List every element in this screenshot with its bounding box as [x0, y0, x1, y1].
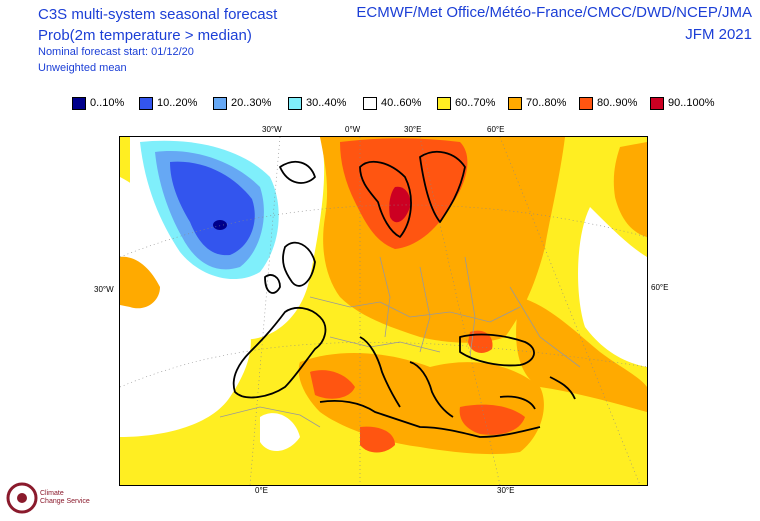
field-darkblue — [213, 220, 227, 230]
legend-label: 60..70% — [455, 97, 496, 109]
legend-swatch — [288, 97, 302, 110]
legend-swatch — [650, 97, 664, 110]
legend-label: 90..100% — [668, 97, 715, 109]
legend-swatch — [139, 97, 153, 110]
legend-swatch — [508, 97, 522, 110]
forecast-map — [119, 136, 648, 486]
field-orange-left — [120, 256, 160, 309]
logo-text: Climate Change Service — [40, 490, 90, 506]
graticule — [120, 137, 647, 485]
legend-label: 10..20% — [157, 97, 198, 109]
logo-ring — [6, 482, 38, 514]
legend-swatch — [437, 97, 451, 110]
legend-swatch — [72, 97, 86, 110]
legend-swatch — [213, 97, 227, 110]
logo-dot — [17, 493, 27, 503]
logo-text-line2: Change Service — [40, 498, 90, 505]
field-red-egypt — [459, 404, 525, 435]
graticule-label-0-bottom: 0°E — [255, 486, 268, 495]
field-blue — [170, 161, 255, 256]
field-darkred — [389, 186, 411, 223]
graticule-label-left: 30°W — [94, 285, 114, 294]
legend-label: 70..80% — [526, 97, 567, 109]
legend-label: 80..90% — [597, 97, 638, 109]
logo-text-line1: Climate — [40, 490, 64, 497]
chart-title: C3S multi-system seasonal forecast — [38, 6, 278, 23]
copernicus-logo — [6, 482, 38, 514]
legend-label: 0..10% — [90, 97, 125, 109]
graticule-label-30e-bottom: 30°E — [497, 486, 515, 495]
field-red-italy — [310, 370, 355, 399]
field-orange-right — [613, 142, 647, 237]
coastlines — [232, 150, 576, 438]
field-white-southwest — [260, 413, 300, 452]
graticule-label-right: 60°E — [651, 283, 669, 292]
weighting-note: Unweighted mean — [38, 62, 127, 74]
legend-label: 30..40% — [306, 97, 347, 109]
graticule-label-0-top: 0°W — [345, 125, 361, 134]
graticule-label-60e-top: 60°E — [487, 125, 505, 134]
field-red-libya — [360, 426, 395, 453]
forecast-period: JFM 2021 — [685, 26, 752, 43]
forecast-start-note: Nominal forecast start: 01/12/20 — [38, 46, 194, 58]
legend-label: 20..30% — [231, 97, 272, 109]
graticule-label-30e-top: 30°E — [404, 125, 422, 134]
field-white-east — [578, 207, 647, 367]
field-orange-east — [516, 297, 647, 412]
map-canvas — [120, 137, 647, 485]
country-borders — [219, 256, 581, 428]
graticule-label-30w-top: 30°W — [262, 125, 282, 134]
legend-swatch — [363, 97, 377, 110]
legend-swatch — [579, 97, 593, 110]
legend-label: 40..60% — [381, 97, 422, 109]
chart-subtitle: Prob(2m temperature > median) — [38, 27, 252, 44]
forecast-centres: ECMWF/Met Office/Météo-France/CMCC/DWD/N… — [356, 4, 752, 21]
